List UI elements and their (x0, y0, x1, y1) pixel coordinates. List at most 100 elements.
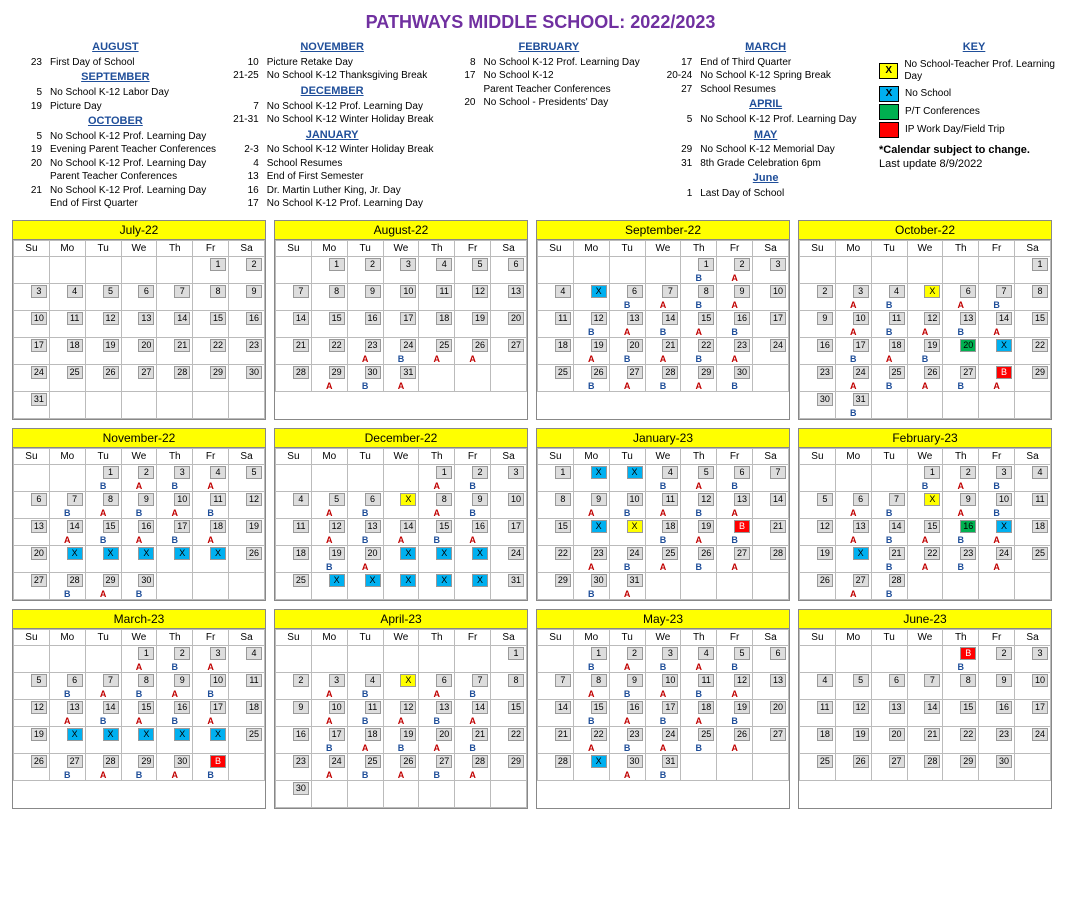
day-cell (193, 391, 229, 418)
day-cell: 13 (871, 699, 907, 726)
day-cell: 9B (121, 491, 157, 518)
day-cell: 17 (491, 518, 527, 545)
day-cell: 16B (157, 699, 193, 726)
day-cell: 24 (14, 364, 50, 391)
day-cell (229, 753, 265, 780)
key-label: P/T Conferences (905, 106, 980, 119)
day-cell: 13 (14, 518, 50, 545)
key-label: IP Work Day/Field Trip (905, 124, 1005, 137)
day-cell: 18B (645, 518, 681, 545)
day-cell: 25A (419, 337, 455, 364)
month-name: September-22 (537, 221, 789, 240)
day-cell: 29 (193, 364, 229, 391)
day-cell (1015, 572, 1051, 599)
day-cell: 14 (907, 699, 943, 726)
day-cell: 8B (121, 672, 157, 699)
day-cell: 6 (871, 672, 907, 699)
day-cell: 2B (455, 464, 491, 491)
day-cell: 9A (943, 491, 979, 518)
day-cell: X (157, 545, 193, 572)
day-cell: 4A (193, 464, 229, 491)
day-cell (717, 572, 753, 599)
event-row: 10Picture Retake Day (229, 57, 436, 70)
day-cell: 8A (573, 672, 609, 699)
day-cell (14, 464, 50, 491)
day-cell: 2A (943, 464, 979, 491)
day-cell: 23 (276, 753, 312, 780)
event-row: 19Picture Day (12, 101, 219, 114)
day-cell: 21 (907, 726, 943, 753)
day-cell: 11 (538, 310, 574, 337)
day-cell: 20 (753, 699, 789, 726)
day-cell: 4B (645, 464, 681, 491)
day-cell: 30 (229, 364, 265, 391)
day-cell: 15 (538, 518, 574, 545)
day-cell: 2 (800, 283, 836, 310)
day-cell: 7A (85, 672, 121, 699)
event-row: 20No School K-12 Prof. Learning Day (12, 158, 219, 171)
day-cell (276, 645, 312, 672)
month-name: October-22 (799, 221, 1051, 240)
day-cell (311, 464, 347, 491)
day-cell: 6A (419, 672, 455, 699)
day-cell: 26 (85, 364, 121, 391)
day-cell: 15B (419, 518, 455, 545)
day-cell: 7 (907, 672, 943, 699)
day-cell: 11 (1015, 491, 1051, 518)
day-cell: 18A (871, 337, 907, 364)
day-cell: 1A (419, 464, 455, 491)
day-cell: 6A (835, 491, 871, 518)
day-cell: 9 (229, 283, 265, 310)
month-block: June-23SuMoTuWeThFrSaBB23456789101112131… (798, 609, 1052, 809)
day-cell: 15B (85, 518, 121, 545)
day-cell: 3 (753, 256, 789, 283)
day-cell: 23A (347, 337, 383, 364)
day-cell: X (383, 672, 419, 699)
day-cell: 21B (871, 545, 907, 572)
day-cell (609, 256, 645, 283)
month-heading: APRIL (662, 98, 869, 112)
day-cell: 6 (753, 645, 789, 672)
day-cell (800, 256, 836, 283)
day-cell: X (49, 726, 85, 753)
day-cell: 15A (681, 310, 717, 337)
day-cell: 25 (276, 572, 312, 599)
day-cell (347, 464, 383, 491)
day-cell: X (193, 545, 229, 572)
day-cell (835, 645, 871, 672)
day-cell: 8 (1015, 283, 1051, 310)
day-cell (49, 645, 85, 672)
day-cell: 8 (943, 672, 979, 699)
day-cell (871, 256, 907, 283)
day-cell (229, 572, 265, 599)
day-cell: 16 (229, 310, 265, 337)
day-cell: 26 (835, 753, 871, 780)
day-cell: 12 (835, 699, 871, 726)
day-cell: 30 (979, 753, 1015, 780)
day-cell: 28 (157, 364, 193, 391)
day-cell (419, 645, 455, 672)
day-cell: 23 (229, 337, 265, 364)
key-row: P/T Conferences (879, 104, 1069, 120)
day-cell: 27A (717, 545, 753, 572)
day-cell (121, 256, 157, 283)
day-cell: 26A (455, 337, 491, 364)
day-cell: X (573, 753, 609, 780)
day-cell: 24B (609, 545, 645, 572)
day-cell: X (419, 572, 455, 599)
day-cell: 16A (121, 518, 157, 545)
day-cell: 7A (645, 283, 681, 310)
day-cell: 17B (835, 337, 871, 364)
day-cell (157, 572, 193, 599)
day-cell: 26B (681, 545, 717, 572)
month-name: November-22 (13, 429, 265, 448)
day-cell: 17B (157, 518, 193, 545)
day-cell: 3A (835, 283, 871, 310)
day-cell: 18A (681, 699, 717, 726)
day-cell: 7B (455, 672, 491, 699)
day-cell: 16 (979, 699, 1015, 726)
event-row: 23First Day of School (12, 57, 219, 70)
day-cell: 24A (979, 545, 1015, 572)
day-cell: 13 (753, 672, 789, 699)
day-cell: 18 (538, 337, 574, 364)
